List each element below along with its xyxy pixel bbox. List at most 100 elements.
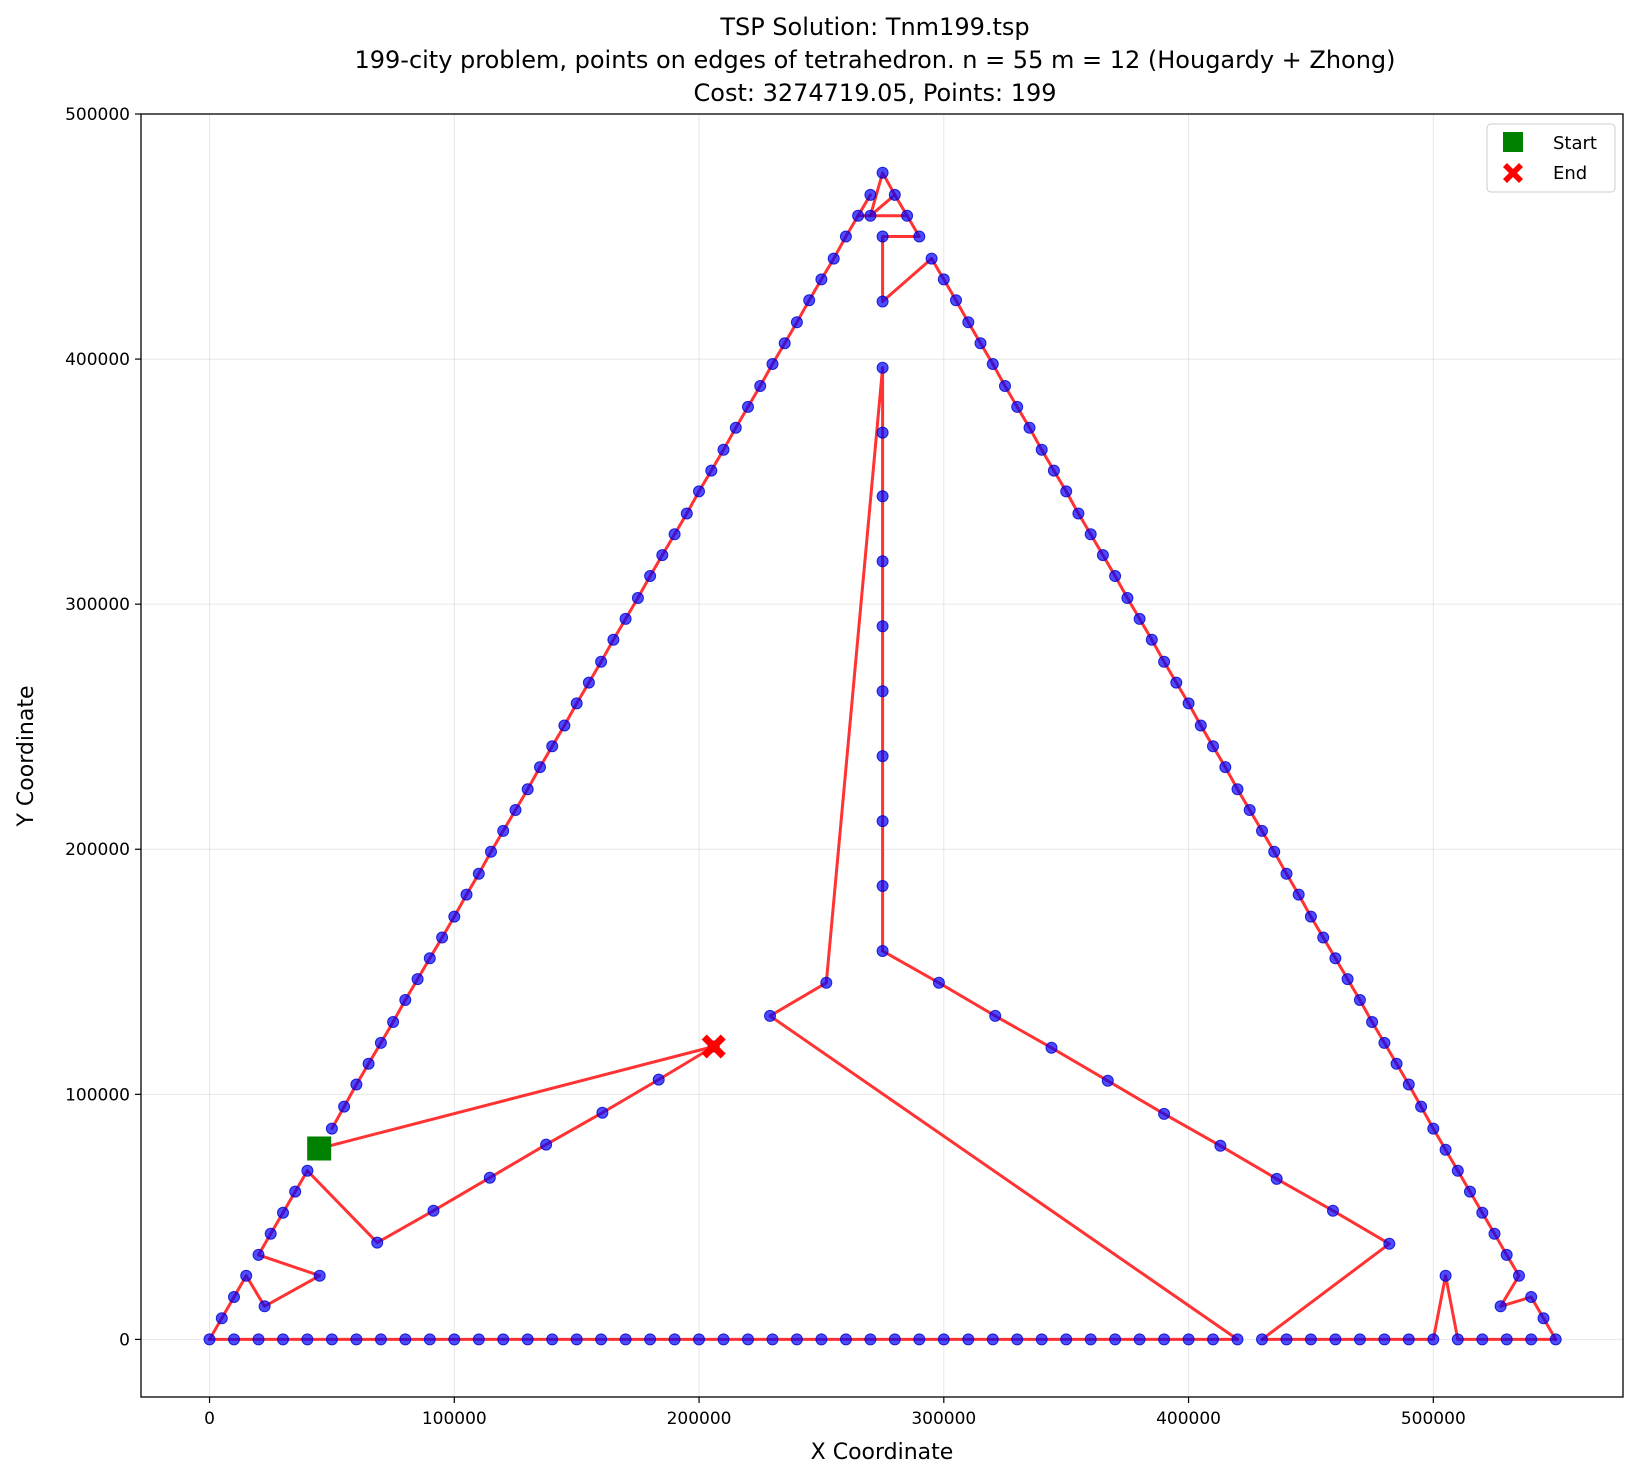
city-point [913,230,926,243]
city-point [888,188,901,201]
title-line-2: 199-city problem, points on edges of tet… [354,46,1395,74]
city-point [876,361,889,374]
route-segment [305,1045,716,1245]
city-point [1170,676,1183,689]
city-point [932,976,945,989]
x-tick-label: 500000 [1401,1409,1466,1429]
city-point [693,1333,705,1346]
city-point [1439,1143,1452,1156]
city-point [876,685,889,698]
city-point [742,400,754,413]
city-point [472,867,485,880]
city-point [570,1333,583,1346]
city-point [1133,1333,1146,1346]
city-point [644,1333,657,1346]
city-point [1537,1312,1550,1325]
city-point [448,1333,461,1346]
city-point [1109,570,1122,582]
city-point [509,804,522,816]
city-point [350,1333,363,1346]
end-marker-shape [701,1034,726,1059]
city-point [876,490,889,503]
city-point [1084,528,1097,541]
city-point [362,1057,375,1070]
x-tick-label: 300000 [911,1409,976,1429]
city-point [705,464,718,477]
city-point [1427,1122,1440,1135]
city-point [483,1171,496,1184]
city-point [582,676,595,689]
city-point [1060,1333,1073,1346]
city-point [289,1185,302,1198]
city-point [1256,1333,1268,1346]
city-point [371,1236,384,1249]
end-marker [701,1034,726,1059]
city-point [1133,612,1146,625]
city-point [423,1333,436,1346]
city-point [1158,1107,1171,1120]
city-point [815,1333,828,1346]
city-point [1390,1057,1403,1070]
city-point [1476,1206,1489,1219]
city-point [790,1333,803,1346]
city-point [888,1333,901,1346]
city-point [876,945,889,957]
city-point [680,507,693,520]
city-point [864,209,877,222]
city-point [876,555,889,568]
city-point [1011,1333,1024,1346]
city-point [1341,973,1354,986]
city-point [876,880,889,892]
city-point [350,1078,363,1091]
city-point [1415,1100,1428,1113]
city-point [986,1333,999,1346]
legend-end-marker [1503,163,1523,183]
city-point [1383,1237,1396,1250]
city-point [839,230,852,243]
city-point [252,1333,265,1346]
title-line-3: Cost: 3274719.05, Points: 199 [694,79,1057,107]
city-point [815,273,828,286]
x-axis-label: X Coordinate [811,1440,954,1465]
city-point [252,1248,265,1261]
city-point [203,1333,216,1346]
city-point [950,294,962,307]
city-point [668,528,681,541]
city-point [1280,867,1293,880]
city-point [937,273,950,286]
city-point [656,549,669,562]
y-tick-label: 200000 [65,840,130,860]
city-point [974,337,987,350]
city-point [540,1138,553,1151]
city-point [742,1333,754,1346]
city-point [1327,1204,1339,1217]
city-point [374,1333,387,1346]
city-point [595,655,608,668]
city-point [570,697,583,710]
city-point [1011,400,1024,413]
city-point [1194,719,1207,732]
city-point [1158,655,1171,668]
city-point [1525,1291,1538,1303]
city-point [1231,1333,1244,1346]
city-point [876,166,889,179]
city-point [1214,1139,1227,1152]
city-point [1378,1036,1391,1049]
city-point [1182,697,1195,710]
city-point [325,1333,338,1346]
city-point [693,485,705,498]
city-point [820,976,833,989]
y-tick-label: 100000 [65,1085,130,1105]
city-point [521,1333,534,1346]
city-point [1500,1248,1513,1261]
city-point [399,1333,412,1346]
y-tick-label: 500000 [65,105,130,125]
city-point [729,421,742,434]
x-axis-ticks: 0 100000 200000 300000 400000 500000 [204,1397,1466,1429]
city-point [631,592,644,604]
city-point [1525,1333,1538,1346]
start-marker [307,1136,332,1161]
y-tick-label: 300000 [65,595,130,615]
